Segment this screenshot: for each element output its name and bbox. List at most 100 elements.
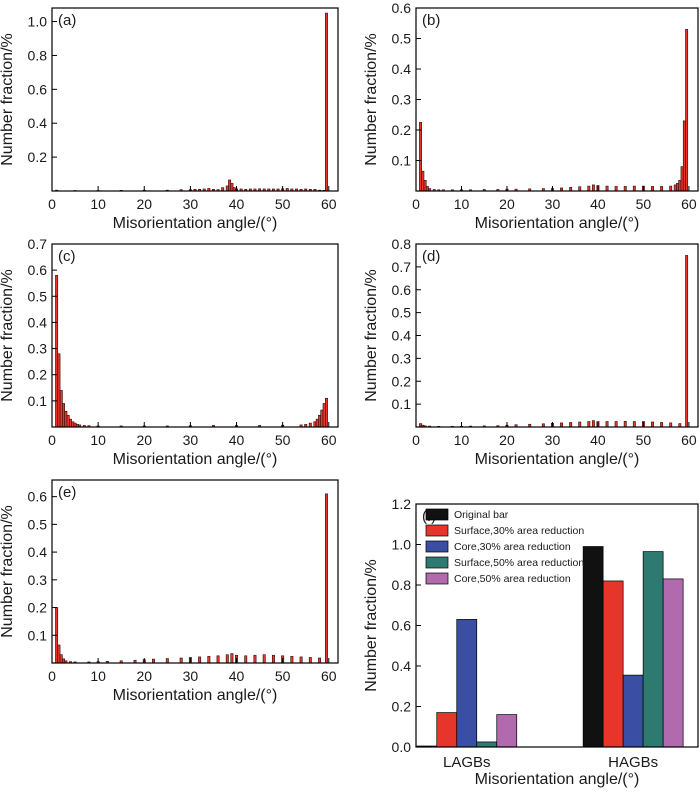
histogram-bar xyxy=(614,186,618,192)
histogram-bar xyxy=(271,654,275,664)
histogram-bar xyxy=(225,185,229,192)
y-tick-label: 0.1 xyxy=(28,393,48,409)
x-tick-label: 40 xyxy=(229,668,245,684)
histogram-bar xyxy=(673,184,677,192)
histogram-bar xyxy=(578,421,582,428)
histogram-bar xyxy=(605,185,609,192)
histogram-bar xyxy=(71,421,75,428)
category-label: LAGBs xyxy=(443,754,491,771)
legend-swatch xyxy=(425,572,449,585)
plot-frame xyxy=(51,7,339,192)
x-tick-label: 20 xyxy=(136,196,152,212)
x-axis-label: Misorientation angle/(°) xyxy=(475,215,640,232)
x-tick-label: 0 xyxy=(48,196,56,212)
histogram-bar xyxy=(165,658,169,664)
y-tick-label: 0.8 xyxy=(28,47,48,63)
histogram-bar xyxy=(318,414,322,428)
y-tick-label: 0.1 xyxy=(392,396,412,412)
y-axis-label: Number fraction/% xyxy=(363,559,380,692)
x-tick-label: 50 xyxy=(275,668,291,684)
histogram-bar xyxy=(623,420,627,428)
histogram-bar xyxy=(605,421,609,428)
histogram-bar xyxy=(676,183,679,192)
y-tick-label: 0.2 xyxy=(392,699,412,715)
histogram-bar xyxy=(623,186,627,192)
y-tick-label: 0.8 xyxy=(392,236,412,252)
histogram-bar xyxy=(669,185,673,192)
histogram-bar xyxy=(313,421,317,428)
x-tick-label: 50 xyxy=(636,432,652,448)
histogram-bar xyxy=(59,654,63,664)
x-tick-label: 0 xyxy=(412,196,420,212)
y-tick-label: 0.4 xyxy=(28,314,48,330)
y-tick-label: 0.3 xyxy=(28,572,48,588)
histogram-bar xyxy=(308,657,312,664)
bar-hagbs-series-2 xyxy=(602,580,624,748)
x-tick-label: 20 xyxy=(499,196,515,212)
histogram-bar xyxy=(419,122,422,192)
histogram-bar xyxy=(322,403,326,428)
y-tick-label: 0.1 xyxy=(392,153,412,169)
legend-entry: Surface,50% area reduction xyxy=(454,557,584,569)
y-tick-label: 0.3 xyxy=(28,341,48,357)
y-tick-label: 0.6 xyxy=(392,0,412,16)
histogram-bar xyxy=(591,420,595,428)
x-axis-label: Misorientation angle/(°) xyxy=(113,451,278,468)
bar-hagbs-series-3 xyxy=(622,674,644,748)
bar-hagbs-series-4 xyxy=(642,551,664,748)
x-tick-label: 40 xyxy=(229,196,245,212)
histogram-bar xyxy=(55,275,59,428)
histogram-bar xyxy=(325,12,328,192)
x-tick-label: 60 xyxy=(321,432,337,448)
histogram-bar xyxy=(62,403,65,428)
y-tick-label: 0.4 xyxy=(28,115,48,131)
y-tick-label: 0.0 xyxy=(392,739,412,755)
legend-entry: Surface,30% area reduction xyxy=(454,525,584,537)
panel-label: (a) xyxy=(58,12,76,29)
x-tick-label: 40 xyxy=(229,432,245,448)
x-tick-label: 20 xyxy=(499,432,515,448)
histogram-bar xyxy=(230,183,234,192)
histogram-bar xyxy=(244,655,248,664)
x-axis-label: Misorientation angle/(°) xyxy=(113,215,278,232)
histogram-bar xyxy=(290,656,294,664)
histogram-bar xyxy=(69,418,72,428)
plot-frame xyxy=(415,7,699,192)
y-tick-label: 0.4 xyxy=(392,328,412,344)
plot-frame xyxy=(415,243,699,428)
x-tick-label: 60 xyxy=(681,432,697,448)
y-tick-label: 0.4 xyxy=(28,544,48,560)
panel-a: (a) Number fraction/% Misorientation angle… xyxy=(0,7,339,232)
y-tick-label: 0.1 xyxy=(28,627,48,643)
histogram-bar xyxy=(578,186,582,192)
histogram-bar xyxy=(560,422,563,428)
histogram-bar xyxy=(179,657,183,664)
x-tick-label: 10 xyxy=(454,196,470,212)
y-tick-label: 0.7 xyxy=(392,259,412,275)
panel-label: (e) xyxy=(58,484,76,501)
x-tick-label: 30 xyxy=(545,432,561,448)
histogram-bar xyxy=(660,186,664,192)
histogram-bar xyxy=(320,409,324,428)
y-tick-label: 0.7 xyxy=(28,236,48,252)
panel-label: (c) xyxy=(58,248,76,265)
histogram-bar xyxy=(230,653,234,664)
x-tick-label: 50 xyxy=(636,196,652,212)
x-tick-label: 10 xyxy=(90,432,106,448)
histogram-bar xyxy=(318,657,322,664)
histogram-bar xyxy=(651,186,654,192)
histogram-bar xyxy=(57,353,61,428)
x-tick-label: 60 xyxy=(321,668,337,684)
bar-lagbs-series-3 xyxy=(456,619,478,748)
x-tick-label: 50 xyxy=(275,196,291,212)
histogram-bar xyxy=(660,422,664,428)
bar-lagbs-series-4 xyxy=(476,741,498,748)
x-tick-label: 10 xyxy=(454,432,470,448)
x-tick-label: 30 xyxy=(183,668,199,684)
x-tick-label: 10 xyxy=(90,668,106,684)
y-tick-label: 1.0 xyxy=(28,14,48,30)
y-axis-label: Number fraction/% xyxy=(363,269,380,402)
histogram-bar xyxy=(325,397,328,428)
y-tick-label: 0.4 xyxy=(392,61,412,77)
